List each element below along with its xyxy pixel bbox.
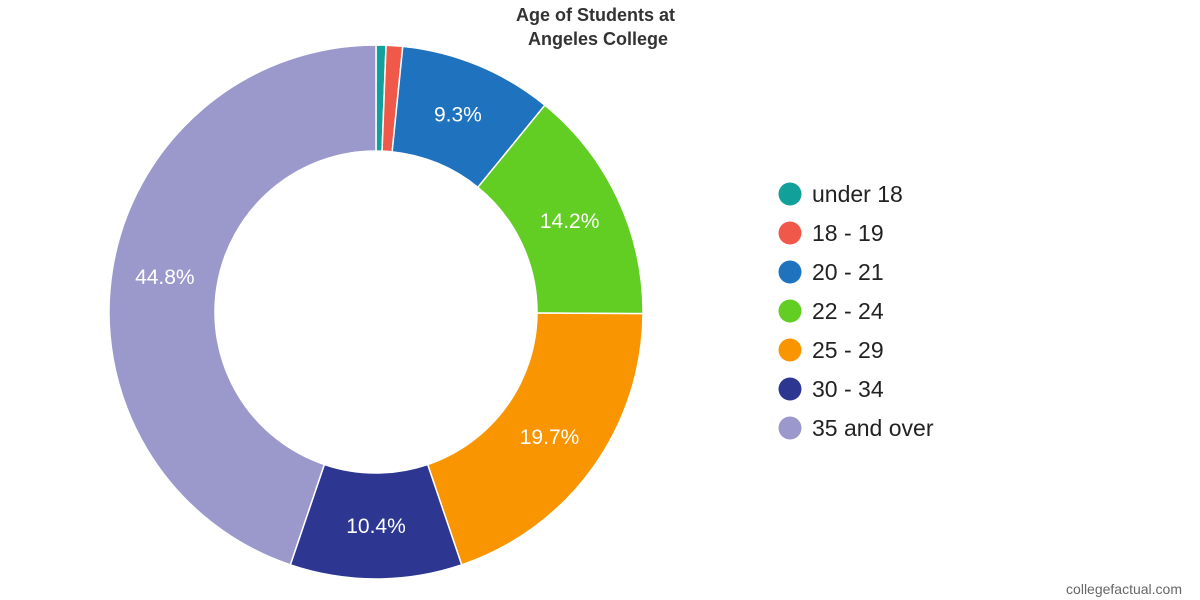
legend-swatch-35-and-over <box>778 416 802 440</box>
legend-item-30-34[interactable]: 30 - 34 <box>778 376 884 402</box>
legend-swatch-20-21 <box>778 260 802 284</box>
slice-label-30-34: 10.4% <box>346 515 406 538</box>
legend-item-25-29[interactable]: 25 - 29 <box>778 337 884 363</box>
legend: under 18 18 - 19 20 - 21 22 - 24 25 - 29 30 -… <box>778 181 934 441</box>
slice-label-22-24: 14.2% <box>540 210 600 233</box>
legend-swatch-30-34 <box>778 377 802 401</box>
slice-labels: 9.3% 14.2% 19.7% 10.4% 44.8% <box>135 103 599 538</box>
legend-swatch-under-18 <box>778 182 802 206</box>
slice-35-and-over[interactable] <box>108 44 377 566</box>
chart-title-line-1: Age of Students at <box>516 5 675 25</box>
legend-label-20-21: 20 - 21 <box>812 259 884 285</box>
legend-label-35-and-over: 35 and over <box>812 415 934 441</box>
legend-item-20-21[interactable]: 20 - 21 <box>778 259 884 285</box>
legend-label-25-29: 25 - 29 <box>812 337 884 363</box>
donut-slices <box>108 44 644 580</box>
legend-label-under-18: under 18 <box>812 181 903 207</box>
chart-title: Age of Students at Angeles College <box>516 5 680 49</box>
legend-item-35-and-over[interactable]: 35 and over <box>778 415 934 441</box>
slice-25-29[interactable] <box>426 312 644 566</box>
legend-label-22-24: 22 - 24 <box>812 298 884 324</box>
legend-label-18-19: 18 - 19 <box>812 220 884 246</box>
chart-title-line-2: Angeles College <box>528 29 668 49</box>
slice-label-35-and-over: 44.8% <box>135 266 195 289</box>
legend-swatch-18-19 <box>778 221 802 245</box>
legend-swatch-22-24 <box>778 299 802 323</box>
legend-item-under-18[interactable]: under 18 <box>778 181 903 207</box>
legend-item-18-19[interactable]: 18 - 19 <box>778 220 884 246</box>
watermark: collegefactual.com <box>1066 581 1182 597</box>
legend-label-30-34: 30 - 34 <box>812 376 884 402</box>
slice-label-25-29: 19.7% <box>520 426 580 449</box>
legend-item-22-24[interactable]: 22 - 24 <box>778 298 884 324</box>
legend-swatch-25-29 <box>778 338 802 362</box>
slice-label-20-21: 9.3% <box>434 103 482 126</box>
